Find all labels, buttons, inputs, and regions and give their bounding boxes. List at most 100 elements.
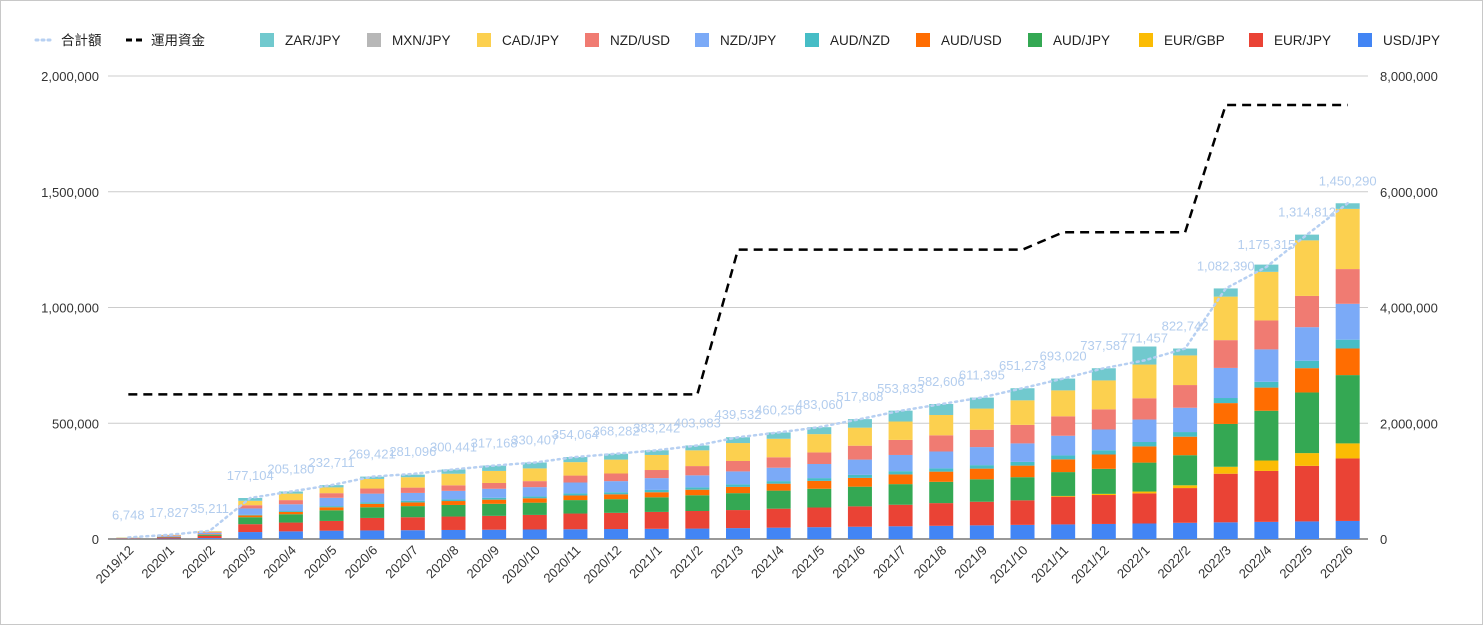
x-axis-labels: 2019/12 2020/1 2020/2 2020/3 2020/4 2020/5 202… bbox=[93, 543, 1356, 587]
total-data-label: 439,532 bbox=[715, 407, 762, 422]
legend-swatch bbox=[916, 33, 930, 47]
bar-stack bbox=[685, 445, 710, 539]
x-tick-label: 2020/3 bbox=[220, 543, 259, 582]
bar-segment bbox=[1254, 470, 1279, 522]
bar-segment bbox=[278, 500, 303, 505]
x-tick-label: 2020/9 bbox=[464, 543, 503, 582]
bar-segment bbox=[400, 502, 425, 507]
bar-segment bbox=[1132, 364, 1157, 399]
legend-swatch bbox=[805, 33, 819, 47]
bar-segment bbox=[685, 510, 710, 529]
bar-segment bbox=[969, 465, 994, 469]
x-tick-label: 2022/5 bbox=[1276, 543, 1315, 582]
bar-segment bbox=[319, 497, 344, 507]
bar-stack bbox=[563, 457, 588, 539]
bar-segment bbox=[766, 432, 791, 439]
bar-segment bbox=[1295, 240, 1320, 296]
right-tick-label: 4,000,000 bbox=[1380, 301, 1438, 316]
bar-segment bbox=[726, 437, 750, 444]
bar-segment bbox=[1051, 378, 1076, 391]
bar-segment bbox=[1254, 349, 1279, 382]
bar-segment bbox=[1295, 392, 1320, 454]
bar-segment bbox=[197, 532, 222, 535]
bar-segment bbox=[1295, 368, 1320, 393]
bar-segment bbox=[278, 531, 303, 539]
x-tick-label: 2021/4 bbox=[748, 543, 787, 582]
bar-segment bbox=[888, 421, 913, 440]
bar-segment bbox=[522, 529, 547, 539]
bar-segment bbox=[1335, 348, 1360, 376]
bar-segment bbox=[1335, 303, 1360, 340]
bar-segment bbox=[1173, 485, 1198, 489]
bar-segment bbox=[1295, 327, 1320, 361]
bar-segment bbox=[441, 490, 466, 500]
bar-segment bbox=[522, 462, 547, 469]
bar-segment bbox=[319, 493, 344, 498]
bar-segment bbox=[1132, 491, 1157, 494]
bar-segment bbox=[969, 429, 994, 448]
bar-segment bbox=[1173, 455, 1198, 486]
legend-item: 合計額 bbox=[34, 33, 102, 48]
bar-segment bbox=[1091, 450, 1116, 455]
bar-segment bbox=[1132, 398, 1157, 420]
bar-segment bbox=[1051, 416, 1076, 436]
bar-segment bbox=[1213, 340, 1238, 368]
bar-segment bbox=[563, 462, 588, 476]
bar-segment bbox=[929, 415, 954, 436]
legend-label: CAD/JPY bbox=[502, 33, 559, 48]
legend-label: MXN/JPY bbox=[392, 33, 451, 48]
legend-item: AUD/USD bbox=[916, 33, 1002, 48]
total-data-label: 1,314,812 bbox=[1278, 205, 1336, 220]
x-tick-label: 2020/12 bbox=[580, 543, 624, 587]
bar-segment bbox=[1010, 388, 1035, 401]
bar-segment bbox=[197, 538, 222, 539]
bar-segment bbox=[726, 471, 750, 485]
bar-segment bbox=[847, 459, 872, 475]
legend-item: NZD/JPY bbox=[695, 33, 776, 48]
bar-stack bbox=[522, 462, 547, 539]
bar-segment bbox=[766, 457, 791, 468]
total-data-label: 6,748 bbox=[112, 507, 145, 522]
x-tick-label: 2021/10 bbox=[987, 543, 1031, 587]
bar-segment bbox=[1132, 462, 1157, 492]
bar-segment bbox=[1213, 398, 1238, 404]
bar-segment bbox=[807, 427, 832, 435]
bar-segment bbox=[482, 488, 507, 498]
bar-segment bbox=[888, 484, 913, 505]
total-data-label: 177,104 bbox=[227, 468, 274, 483]
total-data-label: 693,020 bbox=[1040, 349, 1087, 364]
bar-stack bbox=[1091, 368, 1116, 539]
bar-segment bbox=[441, 473, 466, 486]
bar-segment bbox=[1213, 403, 1238, 424]
bar-segment bbox=[726, 460, 750, 472]
bar-segment bbox=[766, 490, 791, 509]
x-tick-label: 2022/6 bbox=[1317, 543, 1356, 582]
bar-segment bbox=[1295, 465, 1320, 522]
x-tick-label: 2021/1 bbox=[626, 543, 665, 582]
bar-segment bbox=[319, 530, 344, 539]
bar-segment bbox=[604, 529, 629, 539]
bar-segment bbox=[319, 487, 344, 494]
bar-segment bbox=[807, 527, 832, 539]
total-data-label: 317,168 bbox=[471, 436, 518, 451]
bar-segment bbox=[522, 481, 547, 488]
bar-segment bbox=[441, 499, 466, 502]
total-data-labels: 6,748 17,827 35,211 177,104205,180232,71126… bbox=[112, 173, 1377, 522]
x-tick-label: 2019/12 bbox=[93, 543, 137, 587]
bar-segment bbox=[604, 499, 629, 513]
bar-segment bbox=[1335, 203, 1360, 209]
bar-segment bbox=[360, 478, 385, 489]
bar-segment bbox=[685, 528, 710, 539]
bar-segment bbox=[1051, 472, 1076, 496]
bar-segment bbox=[1091, 454, 1116, 469]
right-axis: 0 2,000,000 4,000,000 6,000,000 8,000,000 bbox=[1380, 69, 1438, 547]
bar-segment bbox=[319, 520, 344, 531]
total-data-label: 354,064 bbox=[552, 427, 599, 442]
bar-segment bbox=[807, 507, 832, 528]
x-tick-label: 2022/2 bbox=[1154, 543, 1193, 582]
bar-stack bbox=[1132, 346, 1157, 539]
bar-segment bbox=[847, 419, 872, 428]
bar-segment bbox=[888, 410, 913, 422]
bar-segment bbox=[969, 479, 994, 502]
bar-segment bbox=[644, 470, 669, 479]
